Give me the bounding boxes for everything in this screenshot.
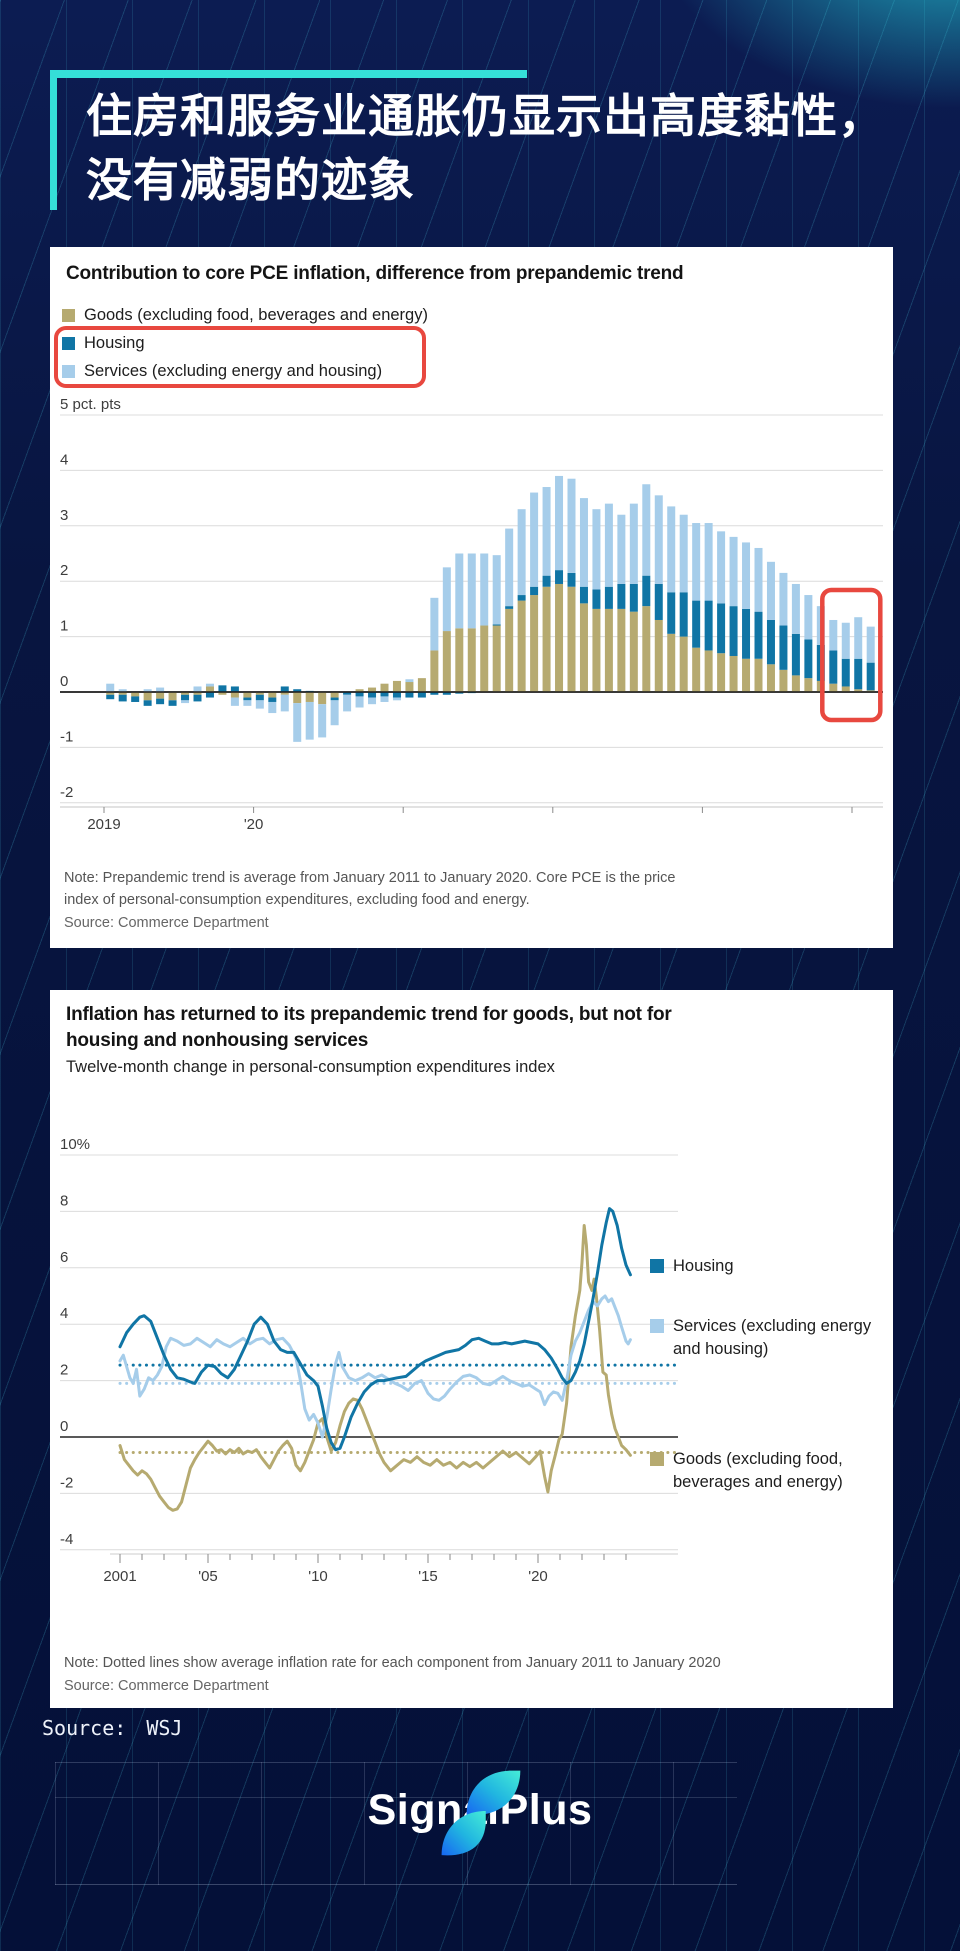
svg-text:-4: -4 <box>60 1531 73 1548</box>
svg-text:3: 3 <box>60 507 68 524</box>
chart1-title: Contribution to core PCE inflation, diff… <box>66 263 684 284</box>
chart2-subtitle: Twelve-month change in personal-consumpt… <box>66 1058 555 1076</box>
legend2-label-services: Services (excluding energy and housing) <box>673 1317 872 1358</box>
legend2-item-housing: Housing <box>650 1255 734 1278</box>
brand-logo: SignalPlus <box>0 1770 960 1855</box>
legend2-item-services: Services (excluding energy and housing) <box>650 1315 880 1361</box>
page-title-line1: 住房和服务业通胀仍显示出高度黏性， <box>86 90 885 142</box>
page-title-line2: 没有减弱的迹象 <box>86 154 415 206</box>
svg-text:6: 6 <box>60 1249 68 1266</box>
goods-swatch-icon <box>62 308 75 322</box>
pce-bar-chart: 5 pct. pts 4 3 2 1 0 -1 -2 2019 '20 <box>60 396 883 833</box>
title-accent-top-bar <box>50 70 527 78</box>
page-title: 住房和服务业通胀仍显示出高度黏性， 没有减弱的迹象 <box>86 84 885 212</box>
chart2-title: Inflation has returned to its prepandemi… <box>66 1004 672 1051</box>
chart1-legend: Goods (excluding food, beverages and ene… <box>62 301 428 385</box>
decorative-grid <box>55 1762 737 1885</box>
svg-text:2001: 2001 <box>103 1568 136 1585</box>
housing-swatch-icon <box>62 336 75 350</box>
svg-text:10%: 10% <box>60 1136 90 1153</box>
svg-text:'20: '20 <box>244 816 264 833</box>
legend2-label-goods: Goods (excluding food, beverages and ene… <box>673 1450 843 1491</box>
svg-text:-1: -1 <box>60 728 73 745</box>
services-swatch-icon <box>62 364 75 378</box>
svg-text:2: 2 <box>60 1362 68 1379</box>
signalplus-wave-icon <box>441 1770 521 1855</box>
svg-text:1: 1 <box>60 618 68 635</box>
pce-contribution-card: Contribution to core PCE inflation, diff… <box>50 247 893 948</box>
chart1-source: Source: Commerce Department <box>64 915 269 931</box>
legend2-label-housing: Housing <box>673 1257 734 1275</box>
legend-highlight-red-box <box>54 326 426 388</box>
svg-text:0: 0 <box>60 673 68 690</box>
svg-text:4: 4 <box>60 451 68 468</box>
svg-text:4: 4 <box>60 1305 68 1322</box>
legend-item-housing: Housing <box>62 329 428 357</box>
legend-label-housing: Housing <box>84 333 145 352</box>
svg-text:2: 2 <box>60 562 68 579</box>
legend-item-goods: Goods (excluding food, beverages and ene… <box>62 301 428 329</box>
chart2-note: Note: Dotted lines show average inflatio… <box>64 1655 721 1671</box>
title-accent-left-bar <box>50 70 57 210</box>
svg-text:'15: '15 <box>418 1568 438 1585</box>
inflation-trend-card: Inflation has returned to its prepandemi… <box>50 990 893 1708</box>
goods-swatch-icon <box>650 1452 664 1466</box>
svg-text:2019: 2019 <box>87 816 120 833</box>
svg-text:-2: -2 <box>60 1474 73 1491</box>
services-swatch-icon <box>650 1319 664 1333</box>
svg-text:'10: '10 <box>308 1568 328 1585</box>
inflation-line-chart: 10% 8 6 4 2 0 -2 -4 2001 '05 '10 '15 '20 <box>60 1136 678 1585</box>
legend-label-services: Services (excluding energy and housing) <box>84 361 383 380</box>
svg-text:'20: '20 <box>528 1568 548 1585</box>
image-source-label: Source: WSJ <box>42 1716 183 1740</box>
svg-text:5 pct. pts: 5 pct. pts <box>60 396 121 413</box>
svg-text:'05: '05 <box>198 1568 218 1585</box>
legend-label-goods: Goods (excluding food, beverages and ene… <box>84 305 428 324</box>
housing-swatch-icon <box>650 1259 664 1273</box>
legend-item-services: Services (excluding energy and housing) <box>62 357 428 385</box>
svg-text:0: 0 <box>60 1418 68 1435</box>
chart1-note: Note: Prepandemic trend is average from … <box>64 870 676 908</box>
chart2-source: Source: Commerce Department <box>64 1678 269 1694</box>
legend2-item-goods: Goods (excluding food, beverages and ene… <box>650 1448 880 1494</box>
svg-text:8: 8 <box>60 1192 68 1209</box>
svg-text:-2: -2 <box>60 784 73 801</box>
